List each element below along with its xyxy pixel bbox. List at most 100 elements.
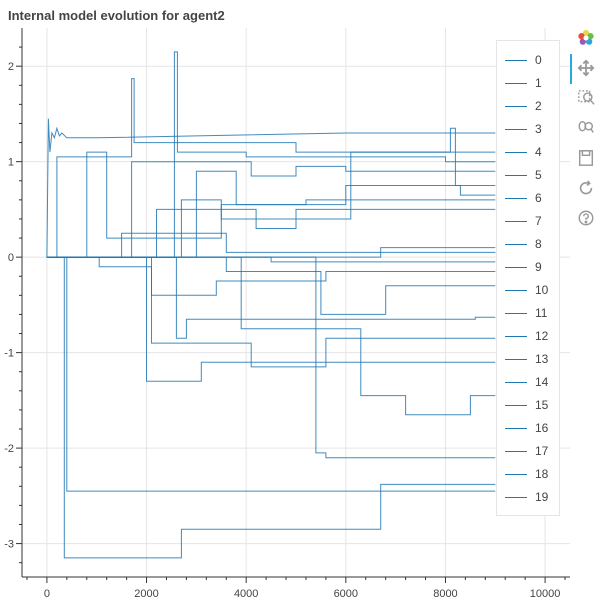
x-tick-label-5: 10000 [530,588,561,600]
legend-label: 0 [535,53,542,67]
series-line-0 [46,118,496,258]
legend-label: 15 [535,398,549,412]
legend-item-4[interactable]: 4 [505,142,542,162]
series-line-4 [46,151,496,258]
legend-item-6[interactable]: 6 [505,188,542,208]
legend-label: 5 [535,168,542,182]
active-tool-indicator [570,54,572,84]
legend-item-11[interactable]: 11 [505,303,547,323]
legend-item-19[interactable]: 19 [505,487,548,507]
legend-swatch [505,82,527,84]
legend-item-17[interactable]: 17 [505,441,548,461]
y-tick-label-5: 2 [8,61,14,73]
legend-label: 11 [535,306,548,320]
legend-item-5[interactable]: 5 [505,165,542,185]
legend-label: 16 [535,421,549,435]
legend-label: 10 [535,283,549,297]
x-tick-label-4: 8000 [433,588,457,600]
legend-swatch [505,404,527,406]
series-line-19 [46,256,496,559]
x-tick-label-1: 2000 [134,588,158,600]
legend-item-13[interactable]: 13 [505,349,548,369]
series-line-16 [46,256,496,416]
legend-swatch [505,381,527,383]
reset-icon[interactable] [576,178,596,198]
legend-label: 19 [535,490,549,504]
legend-label: 13 [535,352,549,366]
help-icon[interactable] [576,208,596,228]
series-line-18 [46,256,496,492]
series-line-10 [46,256,496,263]
legend-item-12[interactable]: 12 [505,326,548,346]
series-line-1 [46,78,496,258]
bokeh-logo-icon[interactable] [576,28,596,48]
legend-swatch [505,128,527,130]
legend-item-2[interactable]: 2 [505,96,542,116]
pan-icon[interactable] [576,58,596,78]
legend-label: 3 [535,122,542,136]
x-tick-label-0: 0 [44,588,50,600]
legend-swatch [505,312,527,314]
legend-label: 7 [535,214,542,228]
legend-swatch [505,450,527,452]
y-tick-label-4: 1 [8,157,14,169]
series-line-5 [46,127,496,258]
legend-swatch [505,174,527,176]
legend-label: 17 [535,444,549,458]
legend-swatch [505,105,527,107]
y-tick-label-3: 0 [8,252,14,264]
legend-item-14[interactable]: 14 [505,372,548,392]
legend-label: 8 [535,237,542,251]
legend-label: 2 [535,99,542,113]
legend-item-8[interactable]: 8 [505,234,542,254]
legend-label: 14 [535,375,549,389]
legend-swatch [505,289,527,291]
legend-item-1[interactable]: 1 [505,73,542,93]
legend-label: 18 [535,467,549,481]
chart-title: Internal model evolution for agent2 [8,8,225,23]
grid [22,28,570,577]
legend-swatch [505,243,527,245]
save-icon[interactable] [576,148,596,168]
series-line-15 [46,256,496,382]
legend-label: 4 [535,145,542,159]
series-line-12 [46,256,496,296]
series-line-14 [46,256,496,368]
series-line-11 [46,256,496,315]
series-line-3 [46,161,496,258]
legend-item-16[interactable]: 16 [505,418,548,438]
legend-swatch [505,358,527,360]
y-tick-label-2: -1 [4,348,14,360]
legend-item-0[interactable]: 0 [505,50,542,70]
wheel-zoom-icon[interactable] [576,118,596,138]
series-line-2 [46,51,496,258]
series-layer [46,51,496,559]
legend-swatch [505,427,527,429]
legend-item-9[interactable]: 9 [505,257,542,277]
legend-item-3[interactable]: 3 [505,119,542,139]
y-tick-label-1: -2 [4,443,14,455]
legend-label: 9 [535,260,542,274]
box-zoom-icon[interactable] [576,88,596,108]
legend-swatch [505,197,527,199]
legend-label: 6 [535,191,542,205]
legend-swatch [505,335,527,337]
legend-swatch [505,59,527,61]
legend-item-7[interactable]: 7 [505,211,542,231]
series-line-13 [46,256,496,339]
y-tick-label-0: -3 [4,539,14,551]
series-line-8 [46,232,496,258]
legend-label: 1 [535,76,542,90]
legend-item-15[interactable]: 15 [505,395,548,415]
legend-swatch [505,496,527,498]
legend-swatch [505,220,527,222]
legend-item-10[interactable]: 10 [505,280,548,300]
legend-swatch [505,151,527,153]
series-line-7 [46,208,496,258]
legend: 0 1 2 3 4 5 6 7 8 9 10 11 12 13 14 15 16 17 18 19 [496,40,560,516]
legend-label: 12 [535,329,549,343]
series-line-6 [46,170,496,258]
legend-item-18[interactable]: 18 [505,464,548,484]
x-tick-label-3: 6000 [334,588,358,600]
